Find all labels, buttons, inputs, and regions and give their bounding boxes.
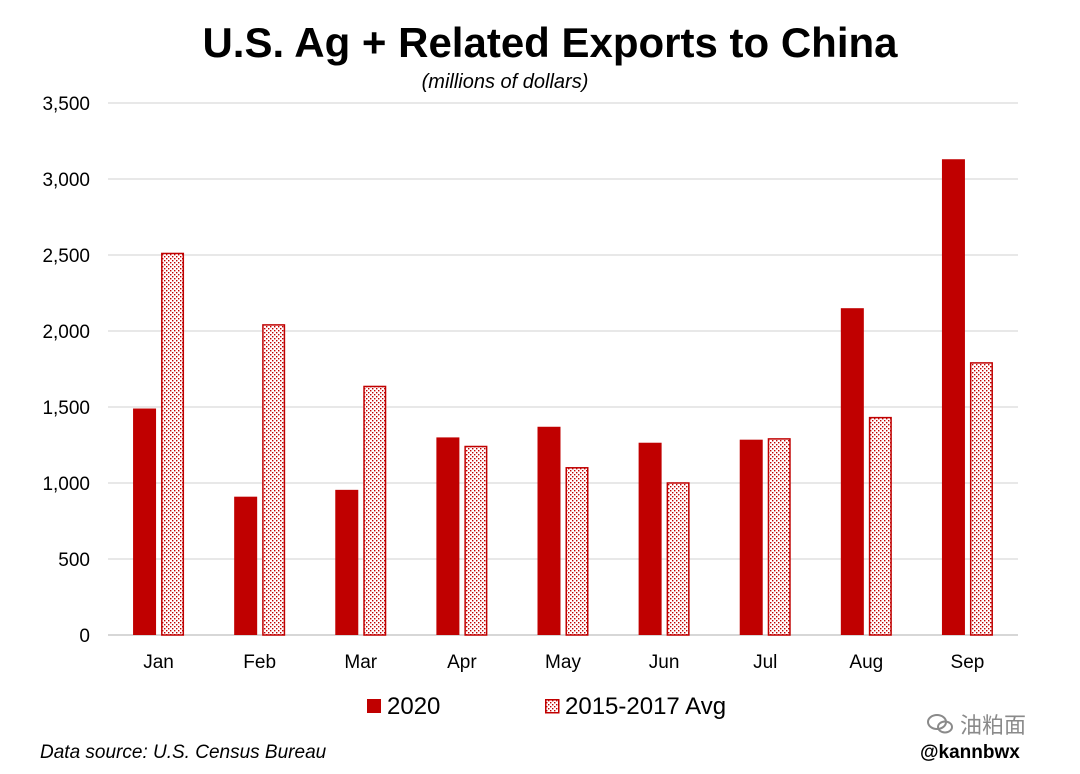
bar-2015-2017-avg: [969, 362, 993, 636]
bar-2015-2017-avg: [363, 385, 387, 636]
bar-2020: [335, 489, 359, 635]
legend-label: 2015-2017 Avg: [565, 693, 726, 720]
bar-2020: [739, 439, 763, 635]
x-tick-label: Jun: [649, 652, 680, 673]
x-tick-label: Sep: [951, 652, 985, 673]
x-tick-label: Jul: [753, 652, 777, 673]
y-tick-label: 3,000: [42, 170, 90, 191]
data-source: Data source: U.S. Census Bureau: [40, 742, 327, 763]
bar-2020: [537, 426, 561, 635]
x-tick-label: May: [545, 652, 581, 673]
x-tick-label: Feb: [243, 652, 276, 673]
y-tick-label: 500: [58, 550, 90, 571]
legend-swatch-avg: [545, 699, 560, 714]
bar-2020: [436, 437, 460, 635]
legend-label: 2020: [387, 693, 440, 720]
x-tick-label: Aug: [849, 652, 883, 673]
bar-2015-2017-avg: [161, 252, 185, 636]
bar-2015-2017-avg: [262, 324, 286, 636]
author-handle: @kannbwx: [920, 742, 1020, 763]
x-tick-label: Mar: [344, 652, 377, 673]
y-tick-label: 1,500: [42, 398, 90, 419]
bar-2020: [840, 308, 864, 635]
y-tick-label: 2,500: [42, 246, 90, 267]
bar-2020: [133, 408, 157, 635]
legend-swatch-2020: [367, 699, 381, 713]
bar-2020: [234, 496, 258, 635]
bar-2015-2017-avg: [464, 445, 488, 636]
watermark-text: 油粕面: [960, 713, 1027, 738]
watermark: 油粕面: [926, 708, 1026, 740]
y-tick-label: 2,000: [42, 322, 90, 343]
bar-2015-2017-avg: [565, 467, 589, 636]
bar-2020: [638, 442, 662, 635]
y-tick-label: 0: [79, 626, 90, 647]
bar-2020: [941, 159, 965, 636]
chart-subtitle: (millions of dollars): [422, 71, 589, 93]
y-tick-label: 3,500: [42, 94, 90, 115]
wechat-icon: [927, 714, 953, 734]
bar-2015-2017-avg: [767, 438, 791, 636]
y-tick-label: 1,000: [42, 474, 90, 495]
bar-2015-2017-avg: [868, 416, 892, 636]
chart-title: U.S. Ag + Related Exports to China: [202, 19, 898, 66]
x-tick-label: Jan: [143, 652, 174, 673]
bar-2015-2017-avg: [666, 482, 690, 636]
x-tick-label: Apr: [447, 652, 477, 673]
